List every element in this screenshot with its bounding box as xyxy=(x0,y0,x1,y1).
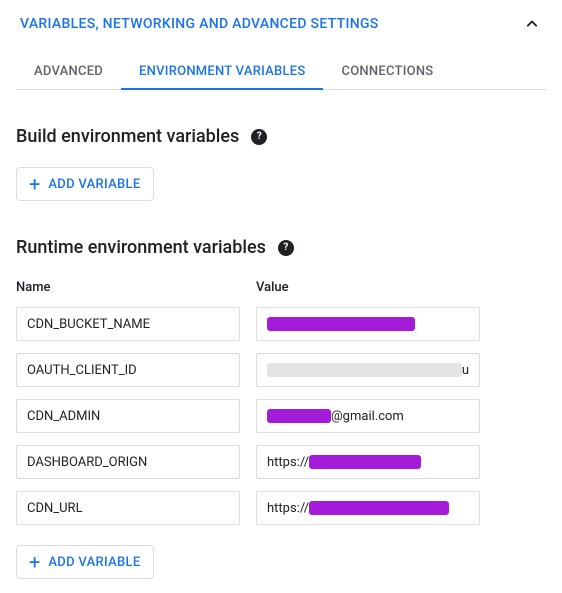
add-variable-button[interactable]: + ADD VARIABLE xyxy=(16,167,154,201)
var-value-input[interactable]: u xyxy=(256,353,480,387)
tab-advanced[interactable]: ADVANCED xyxy=(16,54,121,89)
add-variable-button[interactable]: + ADD VARIABLE xyxy=(16,545,154,579)
var-name-input[interactable] xyxy=(16,399,240,433)
table-row xyxy=(16,307,546,341)
redacted-segment xyxy=(267,317,415,331)
build-env-section: Build environment variables ? + ADD VARI… xyxy=(16,126,546,201)
tab-environment-variables[interactable]: ENVIRONMENT VARIABLES xyxy=(121,54,323,89)
runtime-env-section: Runtime environment variables ? Name Val… xyxy=(16,237,546,579)
var-value-input[interactable]: https:// xyxy=(256,491,480,525)
value-text: https:// xyxy=(267,501,309,516)
var-value-input[interactable]: https:// xyxy=(256,445,480,479)
vars-table-body: u @gmail.com https:// https:// xyxy=(16,307,546,525)
table-row: @gmail.com xyxy=(16,399,546,433)
var-name-input[interactable] xyxy=(16,353,240,387)
chevron-up-icon[interactable] xyxy=(522,14,542,34)
var-name-input[interactable] xyxy=(16,307,240,341)
add-variable-label: ADD VARIABLE xyxy=(48,555,140,570)
table-row: https:// xyxy=(16,491,546,525)
var-name-input[interactable] xyxy=(16,491,240,525)
tab-connections[interactable]: CONNECTIONS xyxy=(323,54,451,89)
table-row: u xyxy=(16,353,546,387)
var-value-input[interactable] xyxy=(256,307,480,341)
redacted-segment xyxy=(267,409,331,423)
redacted-segment xyxy=(267,363,462,377)
column-header-name: Name xyxy=(16,280,240,295)
plus-icon: + xyxy=(29,174,40,194)
redacted-segment xyxy=(309,455,421,469)
value-text: @gmail.com xyxy=(331,409,404,424)
help-icon[interactable]: ? xyxy=(251,129,267,145)
runtime-env-heading: Runtime environment variables xyxy=(16,237,266,258)
redacted-segment xyxy=(309,501,449,515)
tabs: ADVANCEDENVIRONMENT VARIABLESCONNECTIONS xyxy=(16,54,546,90)
value-text: https:// xyxy=(267,455,309,470)
help-icon[interactable]: ? xyxy=(278,240,294,256)
build-env-heading: Build environment variables xyxy=(16,126,239,147)
var-name-input[interactable] xyxy=(16,445,240,479)
add-variable-label: ADD VARIABLE xyxy=(48,177,140,192)
vars-table-header: Name Value xyxy=(16,280,546,295)
table-row: https:// xyxy=(16,445,546,479)
section-header: VARIABLES, NETWORKING AND ADVANCED SETTI… xyxy=(16,14,546,42)
plus-icon: + xyxy=(29,552,40,572)
value-text: u xyxy=(462,363,469,378)
section-title: VARIABLES, NETWORKING AND ADVANCED SETTI… xyxy=(20,16,379,32)
var-value-input[interactable]: @gmail.com xyxy=(256,399,480,433)
column-header-value: Value xyxy=(256,280,480,295)
